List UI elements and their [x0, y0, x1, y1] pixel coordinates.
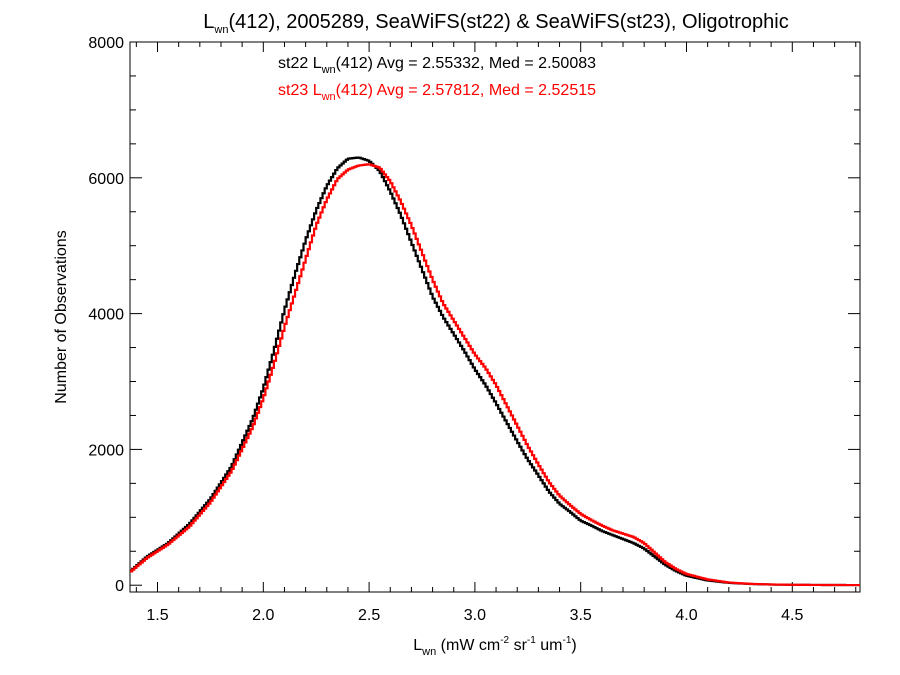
y-tick-label-0: 0 [115, 578, 124, 595]
x-tick-label-0: 1.5 [146, 607, 168, 624]
title-rest: (412), 2005289, SeaWiFS(st22) & SeaWiFS(… [228, 11, 788, 33]
chart-title: Lwn(412), 2005289, SeaWiFS(st22) & SeaWi… [203, 11, 788, 36]
annotation-st22-pre: st22 L [278, 55, 322, 72]
annotation-st22-sub: wn [321, 64, 336, 76]
annotation-st23-post: (412) Avg = 2.57812, Med = 2.52515 [336, 82, 596, 99]
x-tick-label-3: 3.0 [464, 607, 486, 624]
series-line-0 [130, 156, 860, 587]
x-tick-label-2: 2.5 [358, 607, 380, 624]
series-group [130, 156, 860, 587]
x-axis-label: Lwn (mW cm-2 sr-1 um-1) [413, 635, 576, 658]
x-tick-label-5: 4.0 [675, 607, 697, 624]
x-tick-label-4: 3.5 [570, 607, 592, 624]
y-tick-label-4: 8000 [88, 35, 124, 52]
plot-frame [129, 41, 861, 593]
title-main: L [203, 11, 214, 33]
y-axis-label: Number of Observations [53, 230, 70, 403]
y-tick-label-1: 2000 [88, 442, 124, 459]
axis-ticks [130, 41, 860, 592]
y-tick-label-3: 6000 [88, 171, 124, 188]
annotation-st23: st23 Lwn(412) Avg = 2.57812, Med = 2.525… [278, 82, 596, 103]
x-tick-label-1: 2.0 [252, 607, 274, 624]
annotation-st22: st22 Lwn(412) Avg = 2.55332, Med = 2.500… [278, 55, 596, 76]
annotation-st22-post: (412) Avg = 2.55332, Med = 2.50083 [336, 55, 596, 72]
x-tick-label-6: 4.5 [781, 607, 803, 624]
y-tick-label-2: 4000 [88, 307, 124, 324]
annotation-st23-sub: wn [321, 91, 336, 103]
title-subscript: wn [213, 24, 228, 36]
axis-tick-labels: 1.5 2.0 2.5 3.0 3.5 4.0 4.5 0 2000 4000 6000 8000 [88, 35, 803, 624]
annotation-st23-pre: st23 L [278, 82, 322, 99]
series-line-1 [130, 163, 860, 587]
